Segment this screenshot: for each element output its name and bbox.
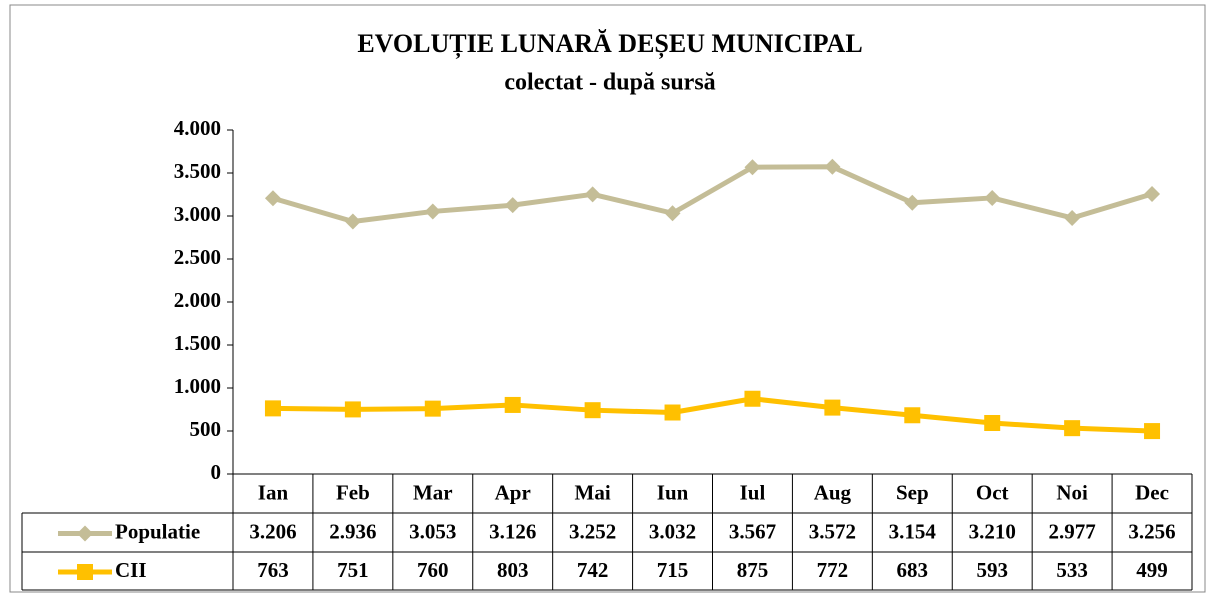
x-tick-label: Iun [657, 480, 689, 504]
y-tick-label: 3.500 [174, 159, 221, 183]
table-value: 3.053 [409, 519, 456, 543]
table-value: 499 [1136, 558, 1168, 582]
data-point [344, 401, 361, 418]
y-tick-label: 1.000 [174, 374, 221, 398]
chart-border [9, 4, 1206, 593]
data-point [664, 205, 681, 222]
x-tick-label: Iul [740, 480, 766, 504]
table-value: 760 [417, 558, 449, 582]
legend-marker [77, 525, 93, 542]
y-tick-label: 3.000 [174, 202, 221, 226]
data-point [1064, 420, 1081, 437]
table-value: 683 [897, 558, 929, 582]
x-tick-label: Noi [1056, 480, 1088, 504]
series-line [272, 396, 1153, 434]
x-tick-label: Dec [1135, 480, 1169, 504]
y-tick-label: 500 [190, 417, 222, 441]
table-value: 2.977 [1049, 519, 1096, 543]
data-point [1144, 185, 1161, 202]
table-value: 3.572 [809, 519, 856, 543]
data-point [984, 189, 1001, 206]
y-tick-label: 1.500 [174, 331, 221, 355]
table-value: 763 [257, 558, 289, 582]
data-point [984, 415, 1001, 432]
table-value: 3.032 [649, 519, 696, 543]
table-value: 593 [976, 558, 1008, 582]
y-tick-label: 0 [211, 460, 222, 484]
table-value: 2.936 [329, 519, 376, 543]
legend-label: CII [115, 558, 147, 582]
table-value: 803 [497, 558, 529, 582]
table-value: 533 [1056, 558, 1088, 582]
x-tick-label: Mar [413, 480, 453, 504]
x-tick-label: Feb [336, 480, 370, 504]
x-tick-label: Mai [575, 480, 611, 504]
data-point [664, 404, 681, 421]
data-point [424, 203, 441, 220]
data-point [1064, 209, 1081, 226]
table-value: 3.126 [489, 519, 536, 543]
data-point [504, 396, 521, 413]
x-tick-label: Aug [814, 480, 852, 504]
table-value: 3.206 [249, 519, 296, 543]
table-value: 3.154 [889, 519, 937, 543]
data-point [824, 399, 841, 416]
data-point [904, 407, 921, 424]
table-value: 3.252 [569, 519, 616, 543]
data-point [744, 159, 761, 176]
data-point [344, 213, 361, 230]
data-point [584, 186, 601, 203]
table-value: 3.567 [729, 519, 776, 543]
x-tick-label: Oct [976, 480, 1009, 504]
y-tick-label: 2.000 [174, 288, 221, 312]
x-tick-label: Ian [258, 480, 289, 504]
x-tick-label: Sep [896, 480, 929, 504]
table-value: 715 [657, 558, 689, 582]
series-line [272, 164, 1153, 225]
data-point [504, 197, 521, 214]
legend-marker [77, 564, 93, 580]
y-tick-label: 4.000 [174, 116, 221, 140]
y-tick-label: 2.500 [174, 245, 221, 269]
table-value: 742 [577, 558, 609, 582]
data-point [744, 390, 761, 407]
data-point [584, 402, 601, 419]
table-value: 751 [337, 558, 369, 582]
data-point [1144, 423, 1161, 440]
data-point [904, 194, 921, 211]
x-tick-label: Apr [495, 480, 531, 504]
data-point [264, 400, 281, 417]
table-value: 3.256 [1128, 519, 1175, 543]
data-point [424, 400, 441, 417]
table-value: 772 [817, 558, 849, 582]
chart-title: EVOLUȚIE LUNARĂ DEȘEU MUNICIPAL [357, 29, 862, 59]
table-value: 3.210 [969, 519, 1016, 543]
data-point [264, 190, 281, 207]
data-point [824, 158, 841, 175]
table-value: 875 [737, 558, 769, 582]
chart-subtitle: colectat - după sursă [504, 70, 715, 96]
legend-label: Populatie [115, 519, 200, 543]
